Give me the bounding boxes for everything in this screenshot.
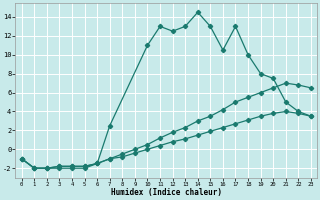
X-axis label: Humidex (Indice chaleur): Humidex (Indice chaleur) [111, 188, 222, 197]
